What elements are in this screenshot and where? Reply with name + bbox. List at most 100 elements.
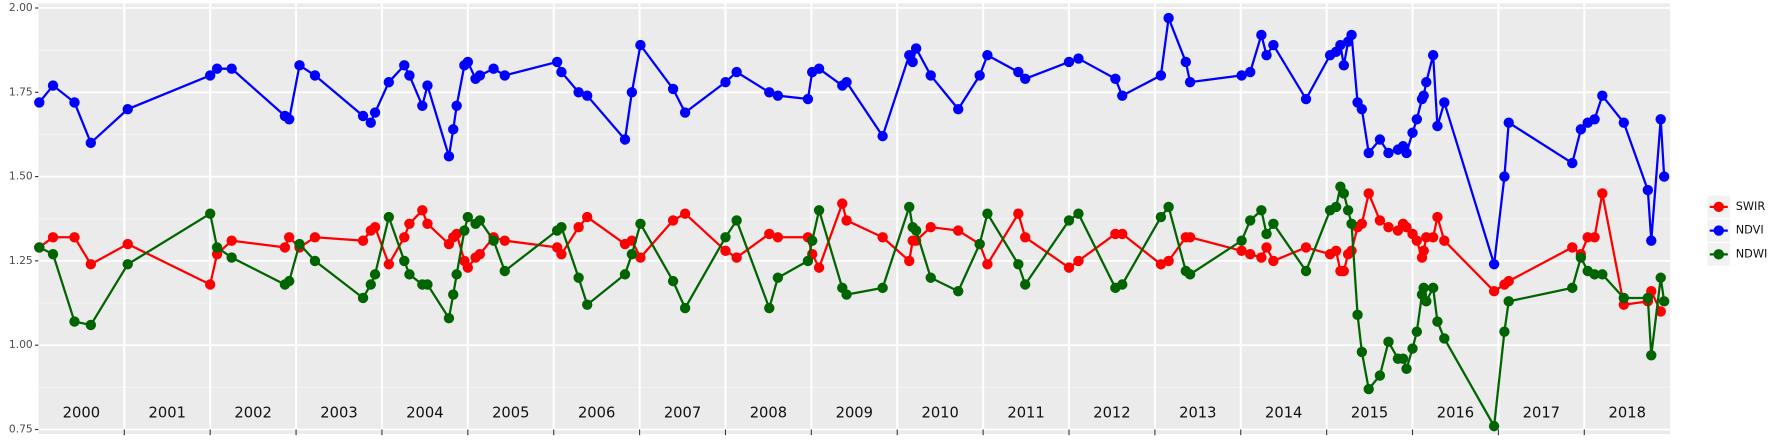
data-point: [974, 70, 985, 81]
data-point: [417, 205, 428, 216]
data-point: [904, 201, 915, 213]
data-point: [1256, 29, 1267, 41]
data-point: [474, 248, 486, 260]
data-point: [1439, 97, 1450, 108]
data-point: [1338, 60, 1350, 71]
data-point: [1013, 208, 1024, 219]
legend-label: NDWI: [1736, 247, 1768, 260]
x-tick-label: 2013: [1179, 405, 1216, 422]
data-point: [837, 198, 848, 209]
data-point: [1184, 269, 1196, 280]
data-point: [1117, 279, 1128, 290]
data-point: [1589, 114, 1600, 125]
data-point: [667, 215, 679, 226]
data-point: [499, 265, 510, 277]
data-point: [1073, 53, 1084, 64]
data-point: [1356, 218, 1368, 229]
data-point: [1499, 171, 1510, 182]
data-point: [369, 269, 381, 280]
data-point: [383, 211, 395, 223]
data-point: [357, 235, 369, 246]
data-point: [841, 289, 852, 300]
x-tick-label: 2010: [921, 405, 958, 422]
data-point: [953, 286, 964, 297]
data-point: [211, 63, 223, 74]
data-point: [764, 87, 775, 98]
data-point: [279, 242, 291, 253]
data-point: [772, 232, 784, 243]
data-point: [1245, 215, 1256, 226]
data-point: [422, 80, 433, 91]
data-point: [556, 66, 567, 78]
data-point: [619, 134, 631, 145]
data-point: [404, 70, 415, 81]
data-point: [451, 100, 462, 111]
data-point: [731, 252, 742, 263]
x-tick-label: 2007: [664, 405, 701, 422]
data-point: [877, 130, 888, 142]
data-point: [1184, 76, 1196, 88]
data-point: [582, 299, 593, 310]
data-point: [448, 289, 459, 300]
data-point: [573, 272, 584, 283]
data-point: [399, 60, 410, 71]
data-point: [47, 248, 59, 260]
data-point: [204, 279, 216, 290]
data-point: [1163, 201, 1174, 213]
data-point: [807, 235, 818, 246]
data-point: [925, 70, 936, 81]
data-point: [925, 272, 936, 283]
data-point: [1618, 117, 1629, 128]
data-point: [679, 302, 691, 314]
data-point: [443, 313, 455, 324]
data-point: [1163, 255, 1174, 267]
data-point: [1073, 255, 1084, 267]
x-tick-label: 2015: [1351, 405, 1388, 422]
data-point: [122, 238, 133, 250]
data-point: [1597, 188, 1608, 199]
data-point: [1432, 120, 1443, 132]
data-point: [1013, 66, 1024, 78]
data-point: [1073, 208, 1084, 219]
data-point: [720, 245, 731, 256]
data-point: [399, 255, 410, 267]
data-point: [573, 221, 584, 233]
legend-label: NDVI: [1736, 224, 1764, 237]
data-point: [635, 39, 646, 51]
data-point: [1503, 117, 1514, 128]
legend-label: SWIR: [1736, 200, 1766, 213]
data-point: [1330, 245, 1342, 256]
data-point: [1356, 103, 1368, 115]
data-point: [582, 90, 593, 101]
data-point: [982, 259, 993, 270]
data-point: [1658, 296, 1670, 307]
data-point: [122, 103, 133, 115]
data-point: [974, 238, 985, 250]
data-point: [1411, 114, 1423, 125]
data-point: [417, 100, 428, 111]
data-point: [1117, 90, 1128, 101]
data-point: [1020, 279, 1031, 290]
data-point: [573, 87, 584, 98]
data-point: [1268, 39, 1279, 51]
data-point: [1488, 286, 1500, 297]
data-point: [556, 248, 567, 260]
legend-dot: [1713, 249, 1724, 260]
data-point: [1268, 255, 1279, 267]
data-point: [47, 232, 59, 243]
data-point: [582, 211, 593, 223]
data-point: [474, 215, 486, 226]
data-point: [1575, 124, 1587, 135]
data-point: [451, 269, 462, 280]
x-tick-label: 2005: [492, 405, 529, 422]
data-point: [1439, 333, 1450, 344]
data-point: [1346, 218, 1357, 229]
data-point: [626, 248, 638, 260]
data-point: [1236, 235, 1247, 246]
data-point: [226, 63, 237, 74]
data-point: [1117, 228, 1128, 240]
data-point: [1407, 343, 1418, 354]
y-tick-label: 1.75: [9, 85, 33, 98]
data-point: [910, 225, 922, 236]
data-point: [462, 211, 474, 223]
